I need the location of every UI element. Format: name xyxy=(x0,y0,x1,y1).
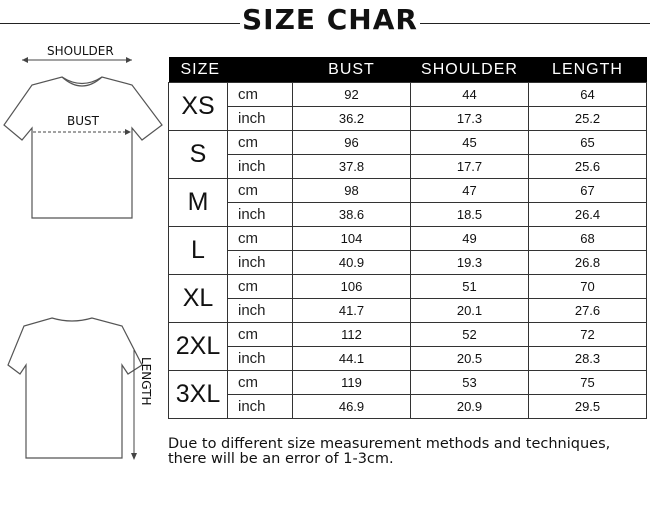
tshirt-back-outline xyxy=(7,317,143,459)
unit-cell: inch xyxy=(227,202,293,227)
bust-cell: 104 xyxy=(292,226,411,251)
table-row: XL cm 106 51 70 xyxy=(168,274,647,323)
unit-cell: cm xyxy=(227,130,293,155)
tshirt-front-outline xyxy=(3,76,163,219)
table-row: XS cm 92 44 64 xyxy=(168,82,647,131)
page-title: SIZE CHAR xyxy=(242,3,418,36)
bust-cell: 38.6 xyxy=(292,202,411,227)
size-cell: XS xyxy=(168,82,228,131)
shoulder-cell: 17.3 xyxy=(410,106,529,131)
unit-cell: cm xyxy=(227,370,293,395)
unit-cell: inch xyxy=(227,394,293,419)
length-cell: 75 xyxy=(528,370,647,395)
tshirt-front-diagram xyxy=(3,57,163,219)
unit-cell: cm xyxy=(227,322,293,347)
table-row: inch 38.6 18.5 26.4 xyxy=(169,202,647,227)
shoulder-cell: 20.9 xyxy=(410,394,529,419)
header-shoulder: SHOULDER xyxy=(410,57,529,83)
table-row: inch 41.7 20.1 27.6 xyxy=(169,298,647,323)
bust-cell: 96 xyxy=(292,130,411,155)
length-label: LENGTH xyxy=(139,357,153,406)
table-row: 3XL cm 119 53 75 xyxy=(168,370,647,419)
size-cell: M xyxy=(168,178,228,227)
header-length: LENGTH xyxy=(528,57,647,83)
length-cell: 65 xyxy=(528,130,647,155)
unit-cell: inch xyxy=(227,154,293,179)
shoulder-cell: 52 xyxy=(410,322,529,347)
size-cell: L xyxy=(168,226,228,275)
shoulder-cell: 51 xyxy=(410,274,529,299)
shoulder-cell: 49 xyxy=(410,226,529,251)
bust-cell: 44.1 xyxy=(292,346,411,371)
table-row: 2XL cm 112 52 72 xyxy=(168,322,647,371)
size-cell: XL xyxy=(168,274,228,323)
table-header: SIZE BUST SHOULDER LENGTH xyxy=(168,57,647,83)
length-cell: 25.2 xyxy=(528,106,647,131)
title-divider-left xyxy=(0,23,240,24)
size-cell: S xyxy=(168,130,228,179)
header-bust: BUST xyxy=(292,57,411,83)
measurement-note: Due to different size measurement method… xyxy=(168,436,611,467)
tshirt-back-diagram xyxy=(7,317,143,460)
shoulder-cell: 19.3 xyxy=(410,250,529,275)
shoulder-cell: 17.7 xyxy=(410,154,529,179)
bust-cell: 46.9 xyxy=(292,394,411,419)
length-cell: 25.6 xyxy=(528,154,647,179)
length-cell: 72 xyxy=(528,322,647,347)
unit-cell: inch xyxy=(227,346,293,371)
table-row: inch 40.9 19.3 26.8 xyxy=(169,250,647,275)
shoulder-cell: 45 xyxy=(410,130,529,155)
title-bar: SIZE CHAR xyxy=(0,0,658,42)
shoulder-label: SHOULDER xyxy=(47,44,114,58)
table-row: inch 44.1 20.5 28.3 xyxy=(169,346,647,371)
shoulder-cell: 20.5 xyxy=(410,346,529,371)
bust-cell: 112 xyxy=(292,322,411,347)
length-cell: 64 xyxy=(528,82,647,107)
bust-cell: 36.2 xyxy=(292,106,411,131)
bust-cell: 106 xyxy=(292,274,411,299)
length-cell: 70 xyxy=(528,274,647,299)
unit-cell: cm xyxy=(227,82,293,107)
unit-cell: inch xyxy=(227,298,293,323)
shoulder-cell: 47 xyxy=(410,178,529,203)
bust-cell: 98 xyxy=(292,178,411,203)
unit-cell: cm xyxy=(227,226,293,251)
shoulder-cell: 20.1 xyxy=(410,298,529,323)
bust-label: BUST xyxy=(67,114,99,128)
table-row: inch 36.2 17.3 25.2 xyxy=(169,106,647,131)
length-cell: 26.8 xyxy=(528,250,647,275)
table-row: inch 46.9 20.9 29.5 xyxy=(169,394,647,419)
unit-cell: cm xyxy=(227,274,293,299)
size-table: SIZE BUST SHOULDER LENGTH XS cm 92 44 64 inch… xyxy=(168,57,647,419)
length-cell: 27.6 xyxy=(528,298,647,323)
bust-cell: 119 xyxy=(292,370,411,395)
length-cell: 28.3 xyxy=(528,346,647,371)
length-cell: 26.4 xyxy=(528,202,647,227)
unit-cell: inch xyxy=(227,250,293,275)
title-divider-right xyxy=(420,23,650,24)
table-row: inch 37.8 17.7 25.6 xyxy=(169,154,647,179)
bust-cell: 40.9 xyxy=(292,250,411,275)
shoulder-cell: 44 xyxy=(410,82,529,107)
shoulder-cell: 18.5 xyxy=(410,202,529,227)
size-cell: 2XL xyxy=(168,322,228,371)
header-size: SIZE xyxy=(168,57,293,83)
bust-cell: 41.7 xyxy=(292,298,411,323)
length-cell: 67 xyxy=(528,178,647,203)
length-cell: 29.5 xyxy=(528,394,647,419)
unit-cell: inch xyxy=(227,106,293,131)
size-cell: 3XL xyxy=(168,370,228,419)
bust-cell: 92 xyxy=(292,82,411,107)
unit-cell: cm xyxy=(227,178,293,203)
shoulder-cell: 53 xyxy=(410,370,529,395)
length-cell: 68 xyxy=(528,226,647,251)
bust-cell: 37.8 xyxy=(292,154,411,179)
